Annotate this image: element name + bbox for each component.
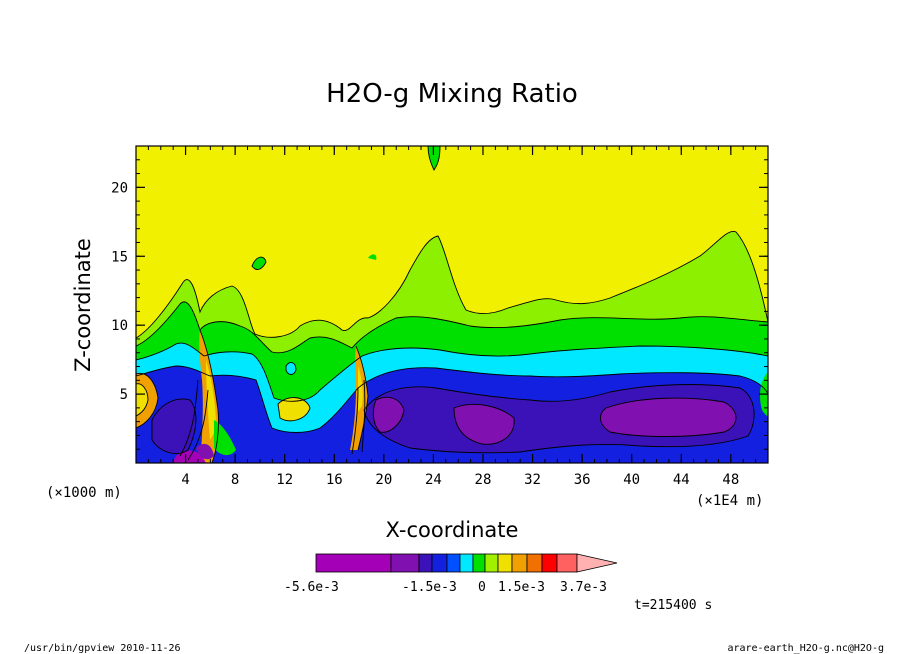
- y-axis-label: Z-coordinate: [71, 238, 95, 372]
- colorbar-tick-label: 1.5e-3: [498, 580, 545, 595]
- x-axis-label: X-coordinate: [386, 518, 519, 542]
- colorbar-segment: [484, 553, 499, 573]
- colorbar-segment: [418, 553, 433, 573]
- x-tick-label: 40: [623, 472, 640, 488]
- x-unit-label: (×1E4 m): [696, 493, 763, 509]
- colorbar-segment: [511, 553, 528, 573]
- footer-right: arare-earth_H2O-g.nc@H2O-g: [727, 643, 884, 654]
- patch-violet-surface-2: [196, 443, 214, 460]
- colorbar-segment: [446, 553, 461, 573]
- tower-green-base: [214, 420, 236, 456]
- x-tick-label: 44: [673, 472, 690, 488]
- x-tick-label: 48: [722, 472, 739, 488]
- colorbar-tick-label: 0: [478, 580, 486, 595]
- cell-dark-blue-left: [152, 398, 196, 454]
- chart-title: H2O-g Mixing Ratio: [326, 79, 578, 109]
- colorbar-tick-label: -1.5e-3: [402, 580, 457, 595]
- x-tick-label: 24: [425, 472, 442, 488]
- y-unit-label: (×1000 m): [46, 485, 122, 501]
- x-tick-label: 12: [276, 472, 293, 488]
- x-tick-label: 32: [524, 472, 541, 488]
- cell-yellow-12: [278, 397, 310, 421]
- footer-left: /usr/bin/gpview 2010-11-26: [24, 643, 181, 654]
- cell-violet-20: [373, 397, 404, 433]
- colorbar-segment: [541, 553, 558, 573]
- cell-green-right: [760, 372, 768, 418]
- blob-cyan-12: [286, 362, 296, 375]
- colorbar: [315, 553, 618, 573]
- colorbar-segment: [459, 553, 474, 573]
- tower-yellow-2: [358, 366, 363, 412]
- x-tick-label: 20: [375, 472, 392, 488]
- colorbar-segment: [497, 553, 513, 573]
- y-tick-label: 10: [111, 318, 128, 334]
- colorbar-segment: [472, 553, 486, 573]
- x-tick-label: 28: [475, 472, 492, 488]
- x-tick-label: 4: [181, 472, 189, 488]
- colorbar-segment: [526, 553, 543, 573]
- plot-frame: [135, 145, 769, 464]
- y-tick-label: 5: [120, 387, 128, 403]
- contour-lines: [136, 146, 768, 463]
- blob-green-upper-mid: [368, 254, 377, 260]
- colorbar-segment: [431, 553, 448, 573]
- colorbar-tick-label: -5.6e-3: [284, 580, 339, 595]
- contour-field: [136, 146, 768, 463]
- x-axis-ticks: 4 8 12 16 20 24 28 32 36 40 44 48: [181, 146, 739, 488]
- colorbar-arrow: [576, 553, 618, 573]
- tower-yellow-1: [206, 360, 216, 440]
- x-tick-label: 36: [574, 472, 591, 488]
- cell-violet-44: [600, 398, 736, 437]
- x-tick-label: 16: [326, 472, 343, 488]
- x-tick-label: 8: [231, 472, 239, 488]
- cell-violet-28: [454, 404, 515, 445]
- colorbar-segment: [556, 553, 578, 573]
- colorbar-segment: [390, 553, 420, 573]
- y-axis-ticks: 5 10 15 20: [111, 180, 768, 403]
- colorbar-tick-labels: -5.6e-3 -1.5e-3 0 1.5e-3 3.7e-3: [284, 580, 607, 595]
- time-annotation: t=215400 s: [634, 598, 712, 613]
- colorbar-tick-label: 3.7e-3: [560, 580, 607, 595]
- y-tick-label: 20: [111, 180, 128, 196]
- colorbar-segment: [315, 553, 392, 573]
- y-tick-label: 15: [111, 249, 128, 265]
